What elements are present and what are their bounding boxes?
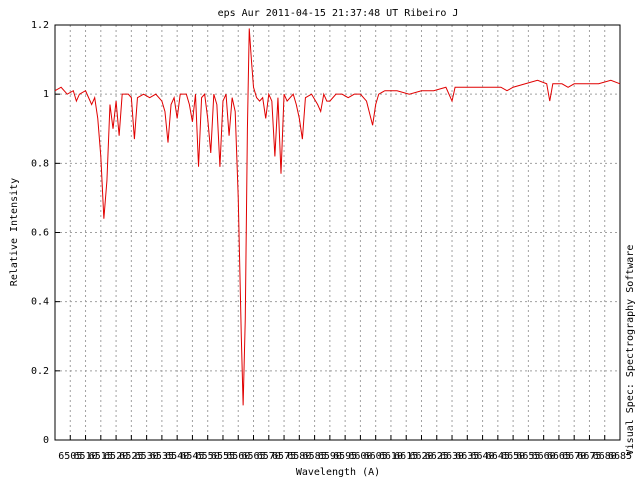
x-tick-label: 6635 xyxy=(455,451,479,462)
x-tick-label: 6570 xyxy=(257,451,281,462)
x-tick-label: 6535 xyxy=(150,451,174,462)
x-tick-label: 6555 xyxy=(211,451,235,462)
x-tick-label: 6645 xyxy=(486,451,510,462)
x-tick-label: 6620 xyxy=(409,451,433,462)
x-tick-label: 6565 xyxy=(241,451,265,462)
x-tick-label: 6515 xyxy=(89,451,113,462)
x-tick-label: 6600 xyxy=(348,451,372,462)
x-tick-label: 6615 xyxy=(394,451,418,462)
x-tick-label: 6550 xyxy=(196,451,220,462)
y-tick-label: 0 xyxy=(43,435,49,446)
x-tick-label: 6625 xyxy=(425,451,449,462)
x-tick-label: 6675 xyxy=(577,451,601,462)
y-tick-label: 0.6 xyxy=(31,228,49,239)
x-tick-label: 6575 xyxy=(272,451,296,462)
x-tick-label: 6560 xyxy=(226,451,250,462)
x-tick-label: 6595 xyxy=(333,451,357,462)
y-tick-label: 1.2 xyxy=(31,20,49,31)
x-tick-label: 6525 xyxy=(119,451,143,462)
x-tick-label: 6640 xyxy=(471,451,495,462)
x-tick-label: 6510 xyxy=(73,451,97,462)
x-tick-label: 6530 xyxy=(135,451,159,462)
x-tick-label: 6650 xyxy=(501,451,525,462)
x-tick-label: 6520 xyxy=(104,451,128,462)
x-tick-label: 6665 xyxy=(547,451,571,462)
x-tick-label: 6670 xyxy=(562,451,586,462)
x-tick-label: 6590 xyxy=(318,451,342,462)
y-axis-label: Relative Intensity xyxy=(9,178,20,286)
spectrum-line xyxy=(54,28,621,406)
x-tick-label: 6505 xyxy=(58,451,82,462)
x-tick-label: 6660 xyxy=(532,451,556,462)
plot-frame xyxy=(54,24,621,441)
x-tick-label: 6680 xyxy=(593,451,617,462)
x-tick-label: 6545 xyxy=(180,451,204,462)
x-tick-label: 6610 xyxy=(379,451,403,462)
y-tick-label: 0.4 xyxy=(31,297,49,308)
y-tick-label: 0.8 xyxy=(31,158,49,169)
x-axis-label: Wavelength (A) xyxy=(296,467,380,478)
x-tick-label: 6580 xyxy=(287,451,311,462)
chart-title: eps Aur 2011-04-15 21:37:48 UT Ribeiro J xyxy=(218,8,459,19)
x-tick-label: 6630 xyxy=(440,451,464,462)
y-tick-label: 1 xyxy=(43,89,49,100)
x-tick-label: 6585 xyxy=(303,451,327,462)
x-tick-label: 6655 xyxy=(516,451,540,462)
x-tick-label: 6540 xyxy=(165,451,189,462)
x-tick-label: 6605 xyxy=(364,451,388,462)
y-tick-label: 0.2 xyxy=(31,366,49,377)
credit: Visual Spec: Spectrography Software xyxy=(625,245,636,456)
x-tick-label: 6685 xyxy=(608,451,632,462)
